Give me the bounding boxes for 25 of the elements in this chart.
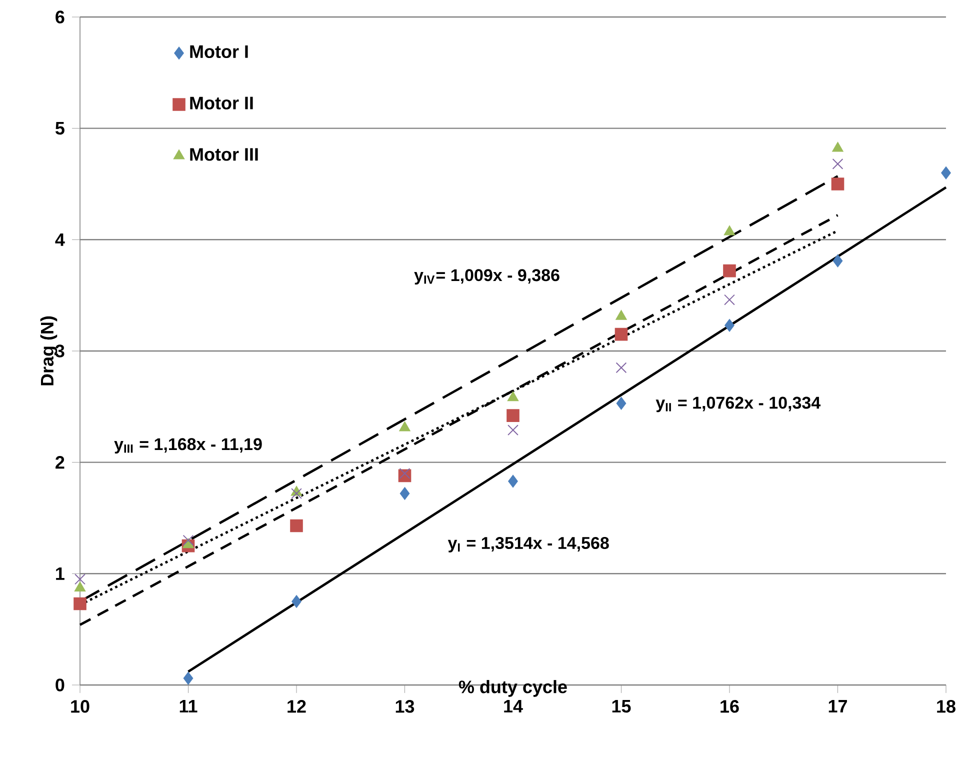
x-axis-title: % duty cycle [458,680,567,697]
x-tick-label: 10 [71,700,90,713]
y-axis-title: Drag (N) [40,316,58,386]
y-tick-label: 3 [55,344,64,358]
x-tick-label: 11 [180,700,198,712]
x-tick-label: 17 [828,700,847,712]
x-tick-label: 16 [720,700,739,713]
legend-label: Motor II [190,96,253,110]
annotation: y$_{I}$ = 1,3514x - 14,568 [448,537,609,552]
x-tick-label: 12 [288,700,306,713]
x-tick-label: 13 [396,700,414,713]
y-tick-label: 5 [55,122,64,135]
x-tick-label: 18 [937,700,956,713]
y-tick-label: 0 [56,678,64,692]
legend-label: Motor I [190,45,248,58]
x-tick-label: 14 [504,700,523,712]
y-tick-label: 1 [56,567,64,580]
y-tick-label: 6 [56,10,64,24]
annotation: y$_{III}$ = 1,168x - 11,19 [114,438,262,454]
x-tick-label: 15 [612,700,631,713]
y-tick-label: 4 [55,233,65,246]
annotation: y$_{II}$ = 1,0762x - 10,334 [656,396,821,412]
y-tick-label: 2 [56,456,64,469]
annotation: y$_{IV}$= 1,009x - 9,386 [414,269,560,285]
legend-label: Motor III [190,148,258,161]
